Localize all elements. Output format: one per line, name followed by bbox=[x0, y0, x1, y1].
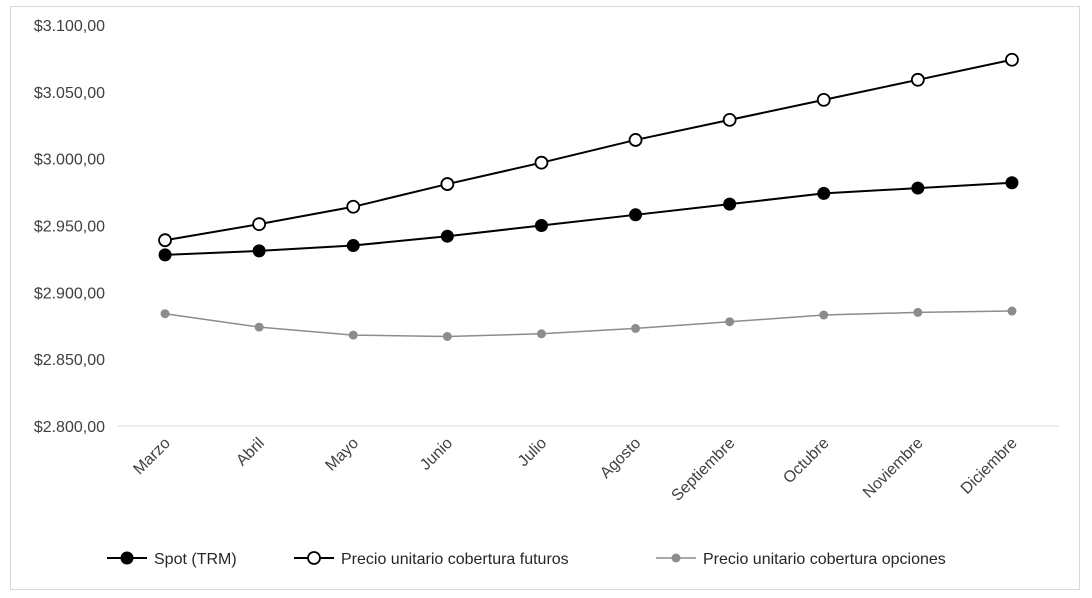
data-point bbox=[440, 177, 455, 191]
series-line bbox=[164, 58, 1013, 242]
data-point bbox=[723, 197, 737, 211]
series-2 bbox=[158, 52, 1019, 248]
y-tick-label: $3.050,00 bbox=[34, 85, 105, 102]
data-point bbox=[1007, 306, 1017, 316]
y-axis: $2.800,00 $2.850,00 $2.900,00 $2.950,00 $3.0… bbox=[34, 18, 105, 436]
line-chart: $2.800,00 $2.850,00 $2.900,00 $2.950,00 $3.0… bbox=[34, 18, 1059, 568]
data-point bbox=[346, 239, 360, 253]
data-point bbox=[442, 331, 452, 341]
y-tick-label: $3.100,00 bbox=[34, 18, 105, 35]
data-point bbox=[629, 208, 643, 222]
series-3 bbox=[160, 306, 1017, 341]
data-point bbox=[722, 113, 737, 127]
series-1 bbox=[158, 176, 1019, 262]
legend-label: Precio unitario cobertura opciones bbox=[703, 551, 946, 568]
chart-frame: $2.800,00 $2.850,00 $2.900,00 $2.950,00 $3.0… bbox=[10, 6, 1080, 590]
data-point bbox=[440, 229, 454, 243]
data-point bbox=[160, 309, 170, 319]
x-tick-label: Septiembre bbox=[669, 435, 739, 505]
x-tick-label: Abril bbox=[233, 435, 268, 470]
data-point bbox=[252, 217, 267, 232]
legend: Spot (TRM) Precio unitario cobertura futu… bbox=[107, 551, 946, 568]
x-tick-label: Agosto bbox=[597, 435, 644, 482]
data-point bbox=[628, 133, 643, 147]
data-point bbox=[158, 248, 172, 262]
data-point bbox=[254, 322, 264, 332]
data-point bbox=[631, 323, 641, 333]
legend-swatch-marker bbox=[120, 551, 134, 565]
legend-swatch-marker bbox=[671, 553, 681, 563]
data-point bbox=[913, 307, 923, 317]
x-axis: Marzo Abril Mayo Junio Julio Agosto Septiembre… bbox=[118, 425, 1059, 505]
data-point bbox=[158, 233, 172, 248]
x-tick-label: Julio bbox=[515, 435, 550, 470]
data-point bbox=[348, 330, 358, 340]
x-tick-label: Mayo bbox=[322, 435, 362, 475]
y-tick-label: $3.000,00 bbox=[34, 152, 105, 169]
data-point bbox=[911, 181, 925, 195]
legend-label: Spot (TRM) bbox=[154, 551, 237, 568]
data-point bbox=[1005, 52, 1019, 67]
data-point bbox=[536, 329, 546, 339]
y-tick-label: $2.850,00 bbox=[34, 352, 105, 369]
legend-swatch-marker bbox=[307, 551, 321, 565]
legend-item: Precio unitario cobertura opciones bbox=[656, 551, 946, 568]
x-tick-label: Marzo bbox=[130, 435, 174, 479]
x-tick-label: Octubre bbox=[780, 435, 832, 487]
data-point bbox=[819, 310, 829, 320]
x-tick-label: Junio bbox=[417, 435, 456, 474]
data-point bbox=[534, 219, 548, 232]
legend-label: Precio unitario cobertura futuros bbox=[341, 551, 569, 568]
data-point bbox=[725, 317, 735, 327]
data-point bbox=[346, 199, 361, 214]
data-point bbox=[816, 92, 831, 107]
data-point bbox=[534, 155, 549, 170]
x-tick-label: Diciembre bbox=[958, 435, 1021, 498]
series-line bbox=[165, 181, 1013, 256]
legend-item: Precio unitario cobertura futuros bbox=[294, 551, 569, 568]
y-tick-label: $2.950,00 bbox=[34, 219, 105, 236]
x-tick-label: Noviembre bbox=[860, 435, 927, 502]
data-point bbox=[252, 244, 266, 258]
data-point bbox=[817, 186, 831, 200]
data-point bbox=[910, 72, 925, 87]
legend-item: Spot (TRM) bbox=[107, 551, 237, 568]
y-tick-label: $2.800,00 bbox=[34, 419, 105, 436]
series-layer bbox=[158, 52, 1019, 341]
data-point bbox=[1005, 176, 1019, 190]
y-tick-label: $2.900,00 bbox=[34, 285, 105, 302]
series-line bbox=[164, 310, 1012, 338]
